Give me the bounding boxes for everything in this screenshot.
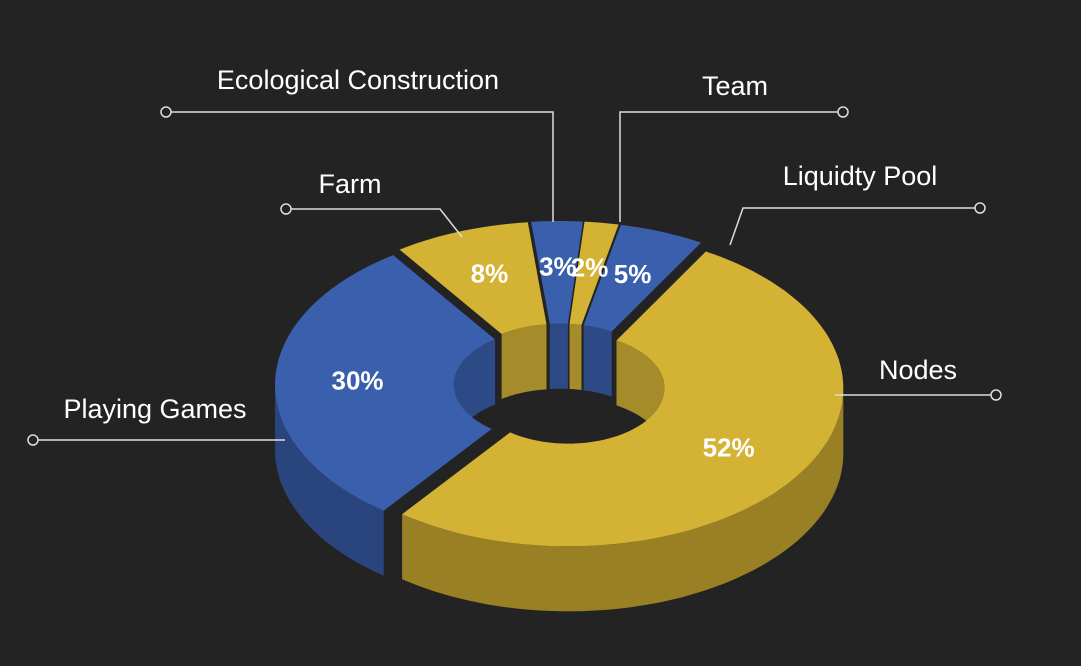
slice: [583, 224, 702, 332]
data-label: 30%: [332, 365, 384, 395]
category-label: Nodes: [879, 355, 957, 385]
data-label: 52%: [703, 432, 755, 462]
leader-dot: [837, 106, 849, 118]
leader-dot: [160, 106, 172, 118]
slice: [402, 251, 844, 547]
slice-inner-side: [501, 324, 547, 399]
data-label: 8%: [471, 259, 509, 289]
category-label: Team: [702, 71, 768, 101]
slice: [569, 221, 619, 325]
data-label: 2%: [571, 253, 609, 283]
slices: [275, 221, 844, 547]
data-label: 5%: [614, 259, 652, 289]
data-label: 3%: [539, 251, 577, 281]
slice: [531, 221, 583, 324]
leader-dot: [990, 389, 1002, 401]
slice-outer-side: [402, 388, 844, 612]
leader-line: [166, 111, 554, 222]
leader-line: [619, 111, 843, 222]
category-label: Liquidty Pool: [783, 161, 938, 191]
labels: 3% Ecological Construction 2% Team 5% Liquidt…: [27, 65, 1002, 462]
category-label: Ecological Construction: [217, 65, 499, 95]
slice-inner-side: [549, 323, 568, 389]
leader-line: [729, 207, 980, 246]
slice: [399, 222, 547, 334]
slice-outer-side: [275, 384, 384, 576]
category-label: Farm: [319, 169, 382, 199]
leader-line: [286, 208, 463, 238]
slice: [275, 255, 496, 511]
leader-dot: [27, 434, 39, 446]
slice-inner-side: [583, 325, 612, 397]
leader-dot: [280, 203, 292, 215]
slice-inner-side: [569, 324, 582, 390]
category-label: Playing Games: [63, 394, 246, 424]
leader-dot: [974, 202, 986, 214]
